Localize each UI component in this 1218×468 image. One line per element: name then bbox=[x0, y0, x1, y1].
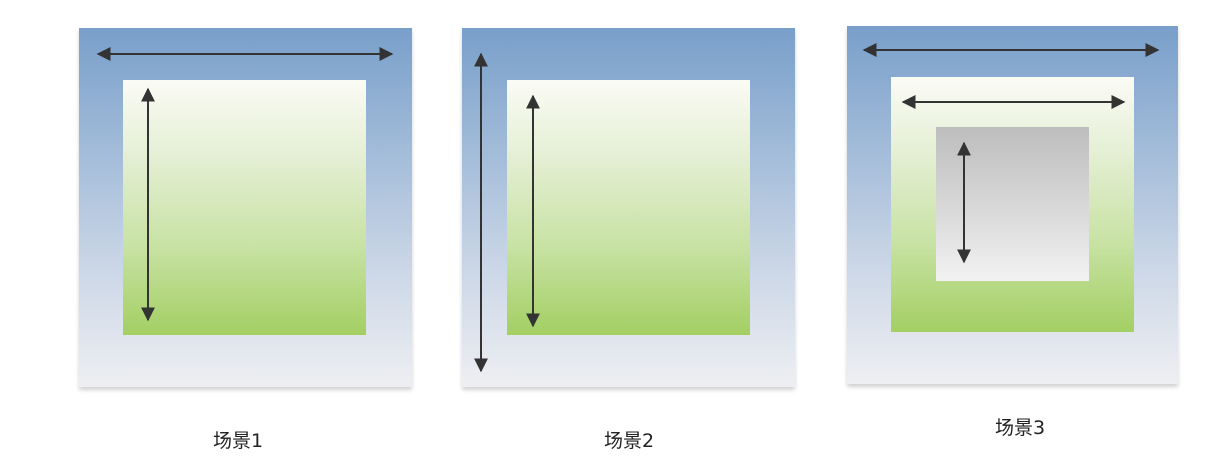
scene2-inner-box bbox=[507, 80, 750, 335]
scene1-caption: 场景1 bbox=[212, 430, 264, 452]
scene3-inner-box bbox=[936, 127, 1089, 281]
scene1-inner-box bbox=[123, 80, 366, 335]
scene2-caption: 场景2 bbox=[603, 430, 655, 452]
scene3-caption: 场景3 bbox=[994, 417, 1046, 439]
